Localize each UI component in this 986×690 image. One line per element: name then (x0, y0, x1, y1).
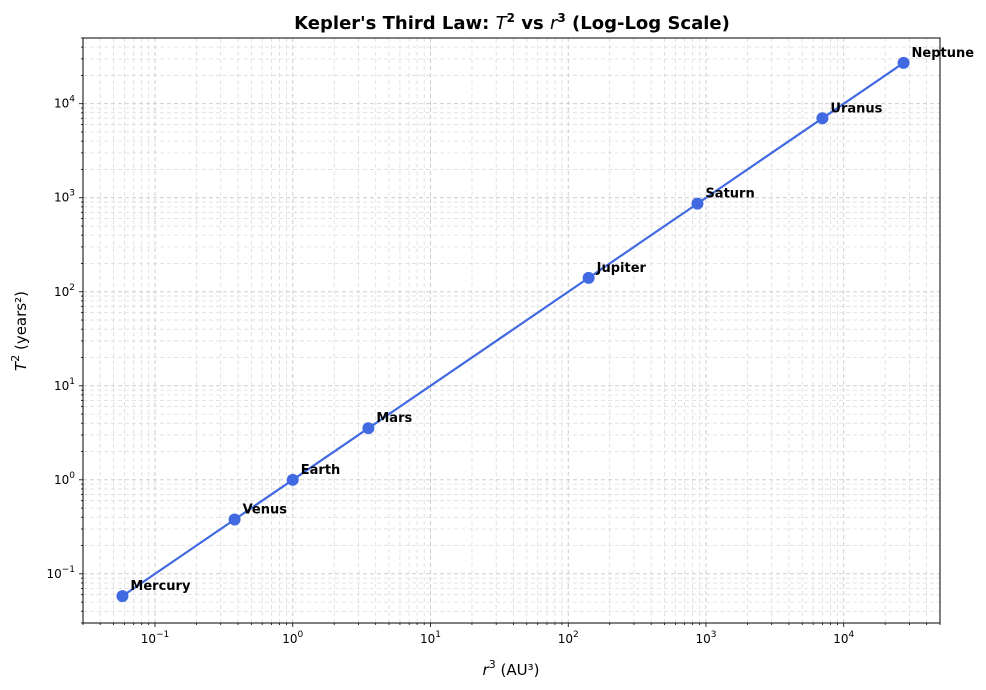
y-axis-label: T2 (years²) (9, 291, 30, 371)
data-point-mars (362, 422, 375, 435)
x-tick-label: 100 (282, 630, 303, 646)
data-point-jupiter (582, 271, 595, 284)
x-tick-label: 101 (420, 630, 441, 646)
data-point-mercury (116, 590, 129, 603)
point-label-jupiter: Jupiter (596, 261, 647, 276)
data-point-uranus (816, 112, 829, 125)
y-tick-label: 100 (54, 471, 75, 487)
x-tick-label: 10−1 (141, 630, 170, 646)
y-tick-label: 10−1 (46, 565, 75, 581)
point-label-saturn: Saturn (705, 187, 754, 202)
point-label-mars: Mars (376, 411, 412, 426)
chart-title: Kepler's Third Law: T2 vs r3 (Log-Log Sc… (294, 11, 730, 34)
data-point-saturn (691, 197, 704, 210)
y-axis-ticks: 10−1 100 101 102 103 104 (46, 37, 83, 624)
y-tick-label: 102 (54, 283, 75, 299)
series-polyline (121, 61, 905, 598)
point-label-venus: Venus (243, 503, 288, 518)
x-axis-label: r3 (AU³) (483, 658, 540, 679)
y-tick-label: 101 (54, 377, 75, 393)
data-points (116, 56, 910, 603)
x-tick-label: 104 (833, 630, 854, 646)
data-point-neptune (897, 56, 910, 69)
x-axis-ticks: 10−1 100 101 102 103 104 (82, 623, 941, 646)
y-tick-label: 104 (54, 95, 75, 111)
point-label-earth: Earth (301, 463, 341, 478)
point-labels: Mercury Venus Earth Mars Jupiter Saturn Uranus… (130, 46, 974, 594)
y-tick-label: 103 (54, 189, 75, 205)
series-line (121, 61, 905, 598)
data-point-venus (228, 513, 241, 526)
plot-frame (82, 37, 941, 624)
data-point-earth (286, 473, 299, 486)
x-tick-label: 102 (558, 630, 579, 646)
x-tick-label: 103 (695, 630, 716, 646)
point-label-neptune: Neptune (912, 46, 975, 61)
point-label-mercury: Mercury (130, 579, 191, 594)
point-label-uranus: Uranus (830, 101, 882, 116)
